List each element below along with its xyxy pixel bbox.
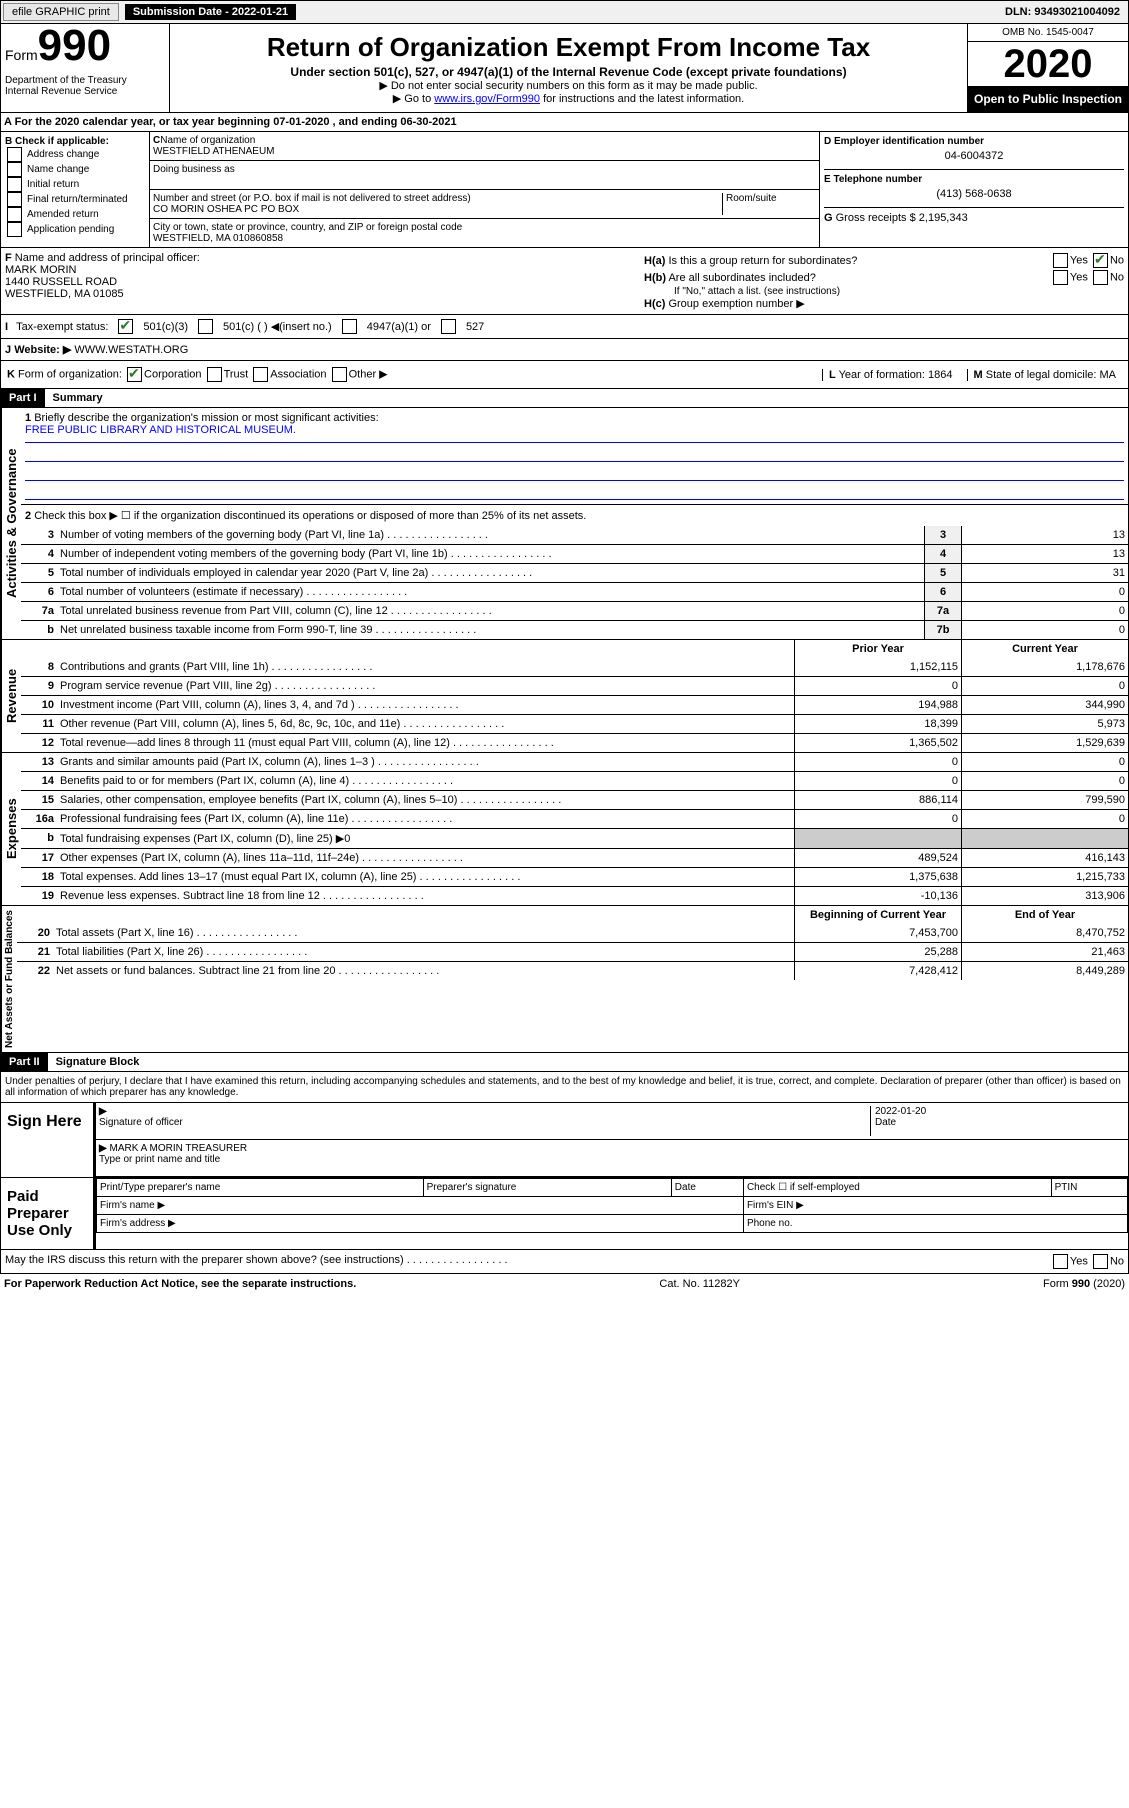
col-de: D Employer identification number 04-6004…	[820, 132, 1128, 247]
row-a-tax-year: A For the 2020 calendar year, or tax yea…	[0, 113, 1129, 132]
officer-name: MARK MORIN	[5, 264, 77, 276]
omb-number: OMB No. 1545-0047	[968, 24, 1128, 42]
vert-governance: Activities & Governance	[1, 408, 21, 639]
vert-revenue: Revenue	[1, 640, 21, 752]
dept-treasury: Department of the Treasury Internal Reve…	[5, 75, 165, 97]
527-check[interactable]	[441, 319, 456, 334]
b-opt-check[interactable]	[7, 207, 22, 222]
trust-check[interactable]	[207, 367, 222, 382]
b-opt-check[interactable]	[7, 222, 22, 237]
officer-sig-name: MARK A MORIN TREASURER	[109, 1143, 247, 1154]
irs-discuss-row: May the IRS discuss this return with the…	[0, 1250, 1129, 1274]
section-bcde: B Check if applicable: Address changeNam…	[0, 132, 1129, 248]
org-city: WESTFIELD, MA 010860858	[153, 233, 283, 244]
b-opt-check[interactable]	[7, 162, 22, 177]
perjury-declaration: Under penalties of perjury, I declare th…	[0, 1072, 1129, 1103]
form-header: Form990 Department of the Treasury Inter…	[0, 24, 1129, 113]
sign-date: 2022-01-20	[875, 1106, 926, 1117]
irs-no[interactable]	[1093, 1254, 1108, 1269]
row-i-tax-status: I Tax-exempt status: 501(c)(3) 501(c) ( …	[0, 315, 1129, 339]
submission-date: Submission Date - 2022-01-21	[125, 4, 296, 20]
public-inspection: Open to Public Inspection	[968, 86, 1128, 112]
mission-text: FREE PUBLIC LIBRARY AND HISTORICAL MUSEU…	[25, 424, 1124, 443]
corp-check[interactable]	[127, 367, 142, 382]
4947-check[interactable]	[342, 319, 357, 334]
row-klm: K Form of organization: Corporation Trus…	[0, 361, 1129, 389]
section-revenue: Revenue Prior YearCurrent Year 8Contribu…	[0, 640, 1129, 753]
b-opt-check[interactable]	[7, 147, 22, 162]
instructions-link[interactable]: www.irs.gov/Form990	[434, 93, 540, 105]
gross-receipts: 2,195,343	[919, 212, 968, 224]
section-expenses: Expenses 13Grants and similar amounts pa…	[0, 753, 1129, 906]
form-note1: ▶ Do not enter social security numbers o…	[176, 79, 961, 92]
sign-here: Sign Here ▶Signature of officer2022-01-2…	[0, 1103, 1129, 1178]
assoc-check[interactable]	[253, 367, 268, 382]
efile-print-button[interactable]: efile GRAPHIC print	[3, 3, 119, 21]
org-street: CO MORIN OSHEA PC PO BOX	[153, 204, 299, 215]
telephone: (413) 568-0638	[824, 185, 1124, 203]
org-name: WESTFIELD ATHENAEUM	[153, 146, 275, 157]
row-fh: F Name and address of principal officer:…	[0, 248, 1129, 315]
page-footer: For Paperwork Reduction Act Notice, see …	[0, 1274, 1129, 1294]
col-c-org-info: CName of organizationWESTFIELD ATHENAEUM…	[150, 132, 820, 247]
section-netassets: Net Assets or Fund Balances Beginning of…	[0, 906, 1129, 1053]
tax-year: 2020	[968, 42, 1128, 86]
part2-header: Part IISignature Block	[0, 1053, 1129, 1072]
vert-netassets: Net Assets or Fund Balances	[1, 906, 17, 1052]
paid-preparer: Paid Preparer Use Only Print/Type prepar…	[0, 1178, 1129, 1250]
top-bar: efile GRAPHIC print Submission Date - 20…	[0, 0, 1129, 24]
b-opt-check[interactable]	[7, 177, 22, 192]
other-check[interactable]	[332, 367, 347, 382]
form-title: Return of Organization Exempt From Incom…	[176, 32, 961, 63]
ha-no[interactable]	[1093, 253, 1108, 268]
part1-governance: Activities & Governance 1 Briefly descri…	[0, 408, 1129, 640]
part1-header: Part ISummary	[0, 389, 1129, 408]
vert-expenses: Expenses	[1, 753, 21, 905]
ha-yes[interactable]	[1053, 253, 1068, 268]
form-subtitle: Under section 501(c), 527, or 4947(a)(1)…	[176, 65, 961, 79]
501c3-check[interactable]	[118, 319, 133, 334]
irs-yes[interactable]	[1053, 1254, 1068, 1269]
form-number: Form990	[5, 28, 165, 63]
hb-no[interactable]	[1093, 270, 1108, 285]
hb-yes[interactable]	[1053, 270, 1068, 285]
row-j-website: J Website: ▶ WWW.WESTATH.ORG	[0, 339, 1129, 361]
website: WWW.WESTATH.ORG	[74, 344, 188, 356]
col-b-checkboxes: B Check if applicable: Address changeNam…	[1, 132, 150, 247]
ein: 04-6004372	[824, 147, 1124, 165]
dln: DLN: 93493021004092	[997, 4, 1128, 20]
501c-check[interactable]	[198, 319, 213, 334]
form-note2: ▶ Go to www.irs.gov/Form990 for instruct…	[176, 92, 961, 105]
b-opt-check[interactable]	[7, 192, 22, 207]
